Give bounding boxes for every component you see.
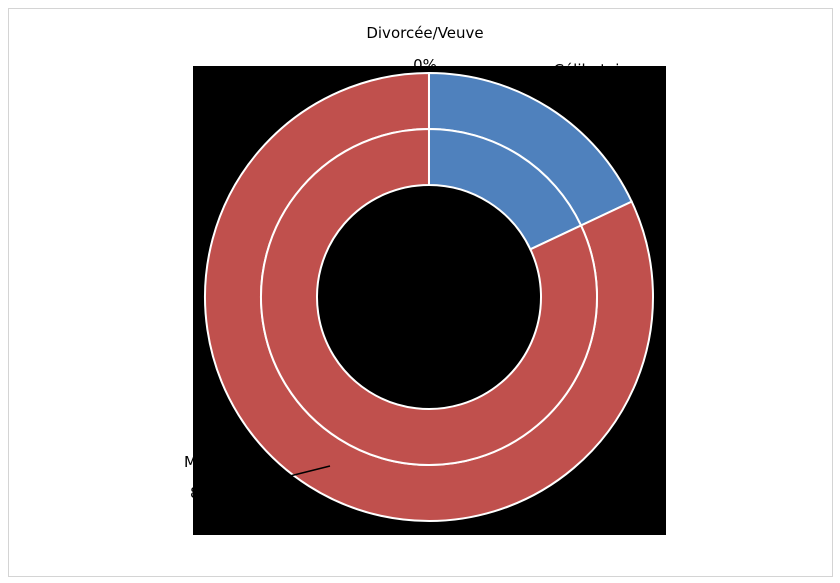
label-divorcee-name: Divorcée/Veuve	[366, 24, 483, 42]
label-divorcee-value: 0%	[413, 56, 437, 74]
slice-ring2-m	[260, 127, 598, 466]
label-m-value: 8	[190, 484, 200, 502]
label-celibataire-name: Célibataire	[553, 61, 634, 79]
rings	[204, 71, 654, 522]
label-m-name: M	[184, 453, 197, 471]
leader-line-m	[289, 465, 331, 477]
